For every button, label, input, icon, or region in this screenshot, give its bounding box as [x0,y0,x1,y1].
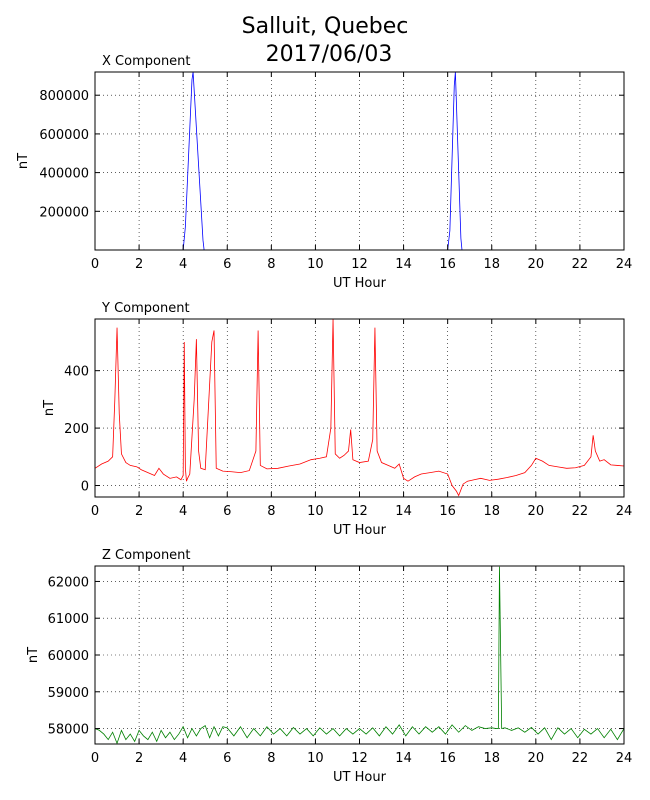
y-tick-label: 59000 [48,686,89,701]
x-tick-label: 6 [223,257,231,272]
x-tick-label: 20 [528,751,545,766]
y-tick-label: 600000 [39,128,89,143]
x-tick-label: 4 [179,504,187,519]
x-tick-label: 12 [351,751,368,766]
x-tick-label: 22 [572,504,589,519]
x-tick-label: 10 [307,751,324,766]
x-tick-label: 24 [616,504,633,519]
x-tick-label: 8 [267,504,275,519]
x-tick-label: 16 [439,751,456,766]
x-tick-label: 24 [616,257,633,272]
x-tick-label: 16 [439,257,456,272]
panel-title: Z Component [102,548,191,563]
x-tick-label: 20 [528,504,545,519]
x-tick-label: 8 [267,257,275,272]
y-axis-label: nT [42,400,57,416]
x-tick-label: 14 [395,504,412,519]
x-component-series-line [95,72,624,250]
panel-z-component: 0 2 4 6 8 10 12 14 16 18 20 22 245800059000600006100… [26,548,632,785]
panel-x-component: 0 2 4 6 8 10 12 14 16 18 20 22 242000004000006000008… [16,54,632,291]
figure-title-line2: 2017/06/03 [266,42,393,67]
y-tick-label: 0 [81,480,89,495]
x-tick-label: 2 [135,504,143,519]
x-tick-label: 18 [483,257,500,272]
y-tick-label: 800000 [39,89,89,104]
y-axis-label: nT [26,647,41,663]
y-tick-label: 200 [64,422,89,437]
x-tick-label: 0 [91,504,99,519]
x-tick-label: 24 [616,751,633,766]
y-tick-label: 400000 [39,167,89,182]
x-tick-label: 14 [395,751,412,766]
y-tick-label: 58000 [48,723,89,738]
x-tick-label: 4 [179,257,187,272]
y-component-series-line [95,319,624,497]
y-tick-label: 400 [64,365,89,380]
x-tick-label: 2 [135,257,143,272]
x-tick-label: 2 [135,751,143,766]
x-tick-label: 4 [179,751,187,766]
y-tick-label: 62000 [48,575,89,590]
x-tick-label: 18 [483,504,500,519]
y-axis-label: nT [16,153,31,169]
x-tick-label: 8 [267,751,275,766]
x-tick-label: 10 [307,257,324,272]
x-axis-label: UT Hour [333,276,387,291]
x-tick-label: 14 [395,257,412,272]
x-tick-label: 22 [572,751,589,766]
x-axis-label: UT Hour [333,770,387,785]
x-tick-label: 0 [91,257,99,272]
x-tick-label: 6 [223,751,231,766]
x-tick-label: 0 [91,751,99,766]
x-tick-label: 12 [351,257,368,272]
x-tick-label: 18 [483,751,500,766]
x-tick-label: 6 [223,504,231,519]
y-tick-label: 61000 [48,612,89,627]
x-tick-label: 16 [439,504,456,519]
x-tick-label: 22 [572,257,589,272]
x-tick-label: 10 [307,504,324,519]
y-tick-label: 60000 [48,649,89,664]
panel-title: Y Component [101,301,190,316]
panel-title: X Component [102,54,191,69]
x-axis-label: UT Hour [333,523,387,538]
x-tick-label: 20 [528,257,545,272]
y-tick-label: 200000 [39,205,89,220]
panels-container: 0 2 4 6 8 10 12 14 16 18 20 22 242000004000006000008… [16,54,632,785]
figure-title-line1: Salluit, Quebec [242,14,409,39]
x-tick-label: 12 [351,504,368,519]
z-component-series-line [95,566,624,744]
